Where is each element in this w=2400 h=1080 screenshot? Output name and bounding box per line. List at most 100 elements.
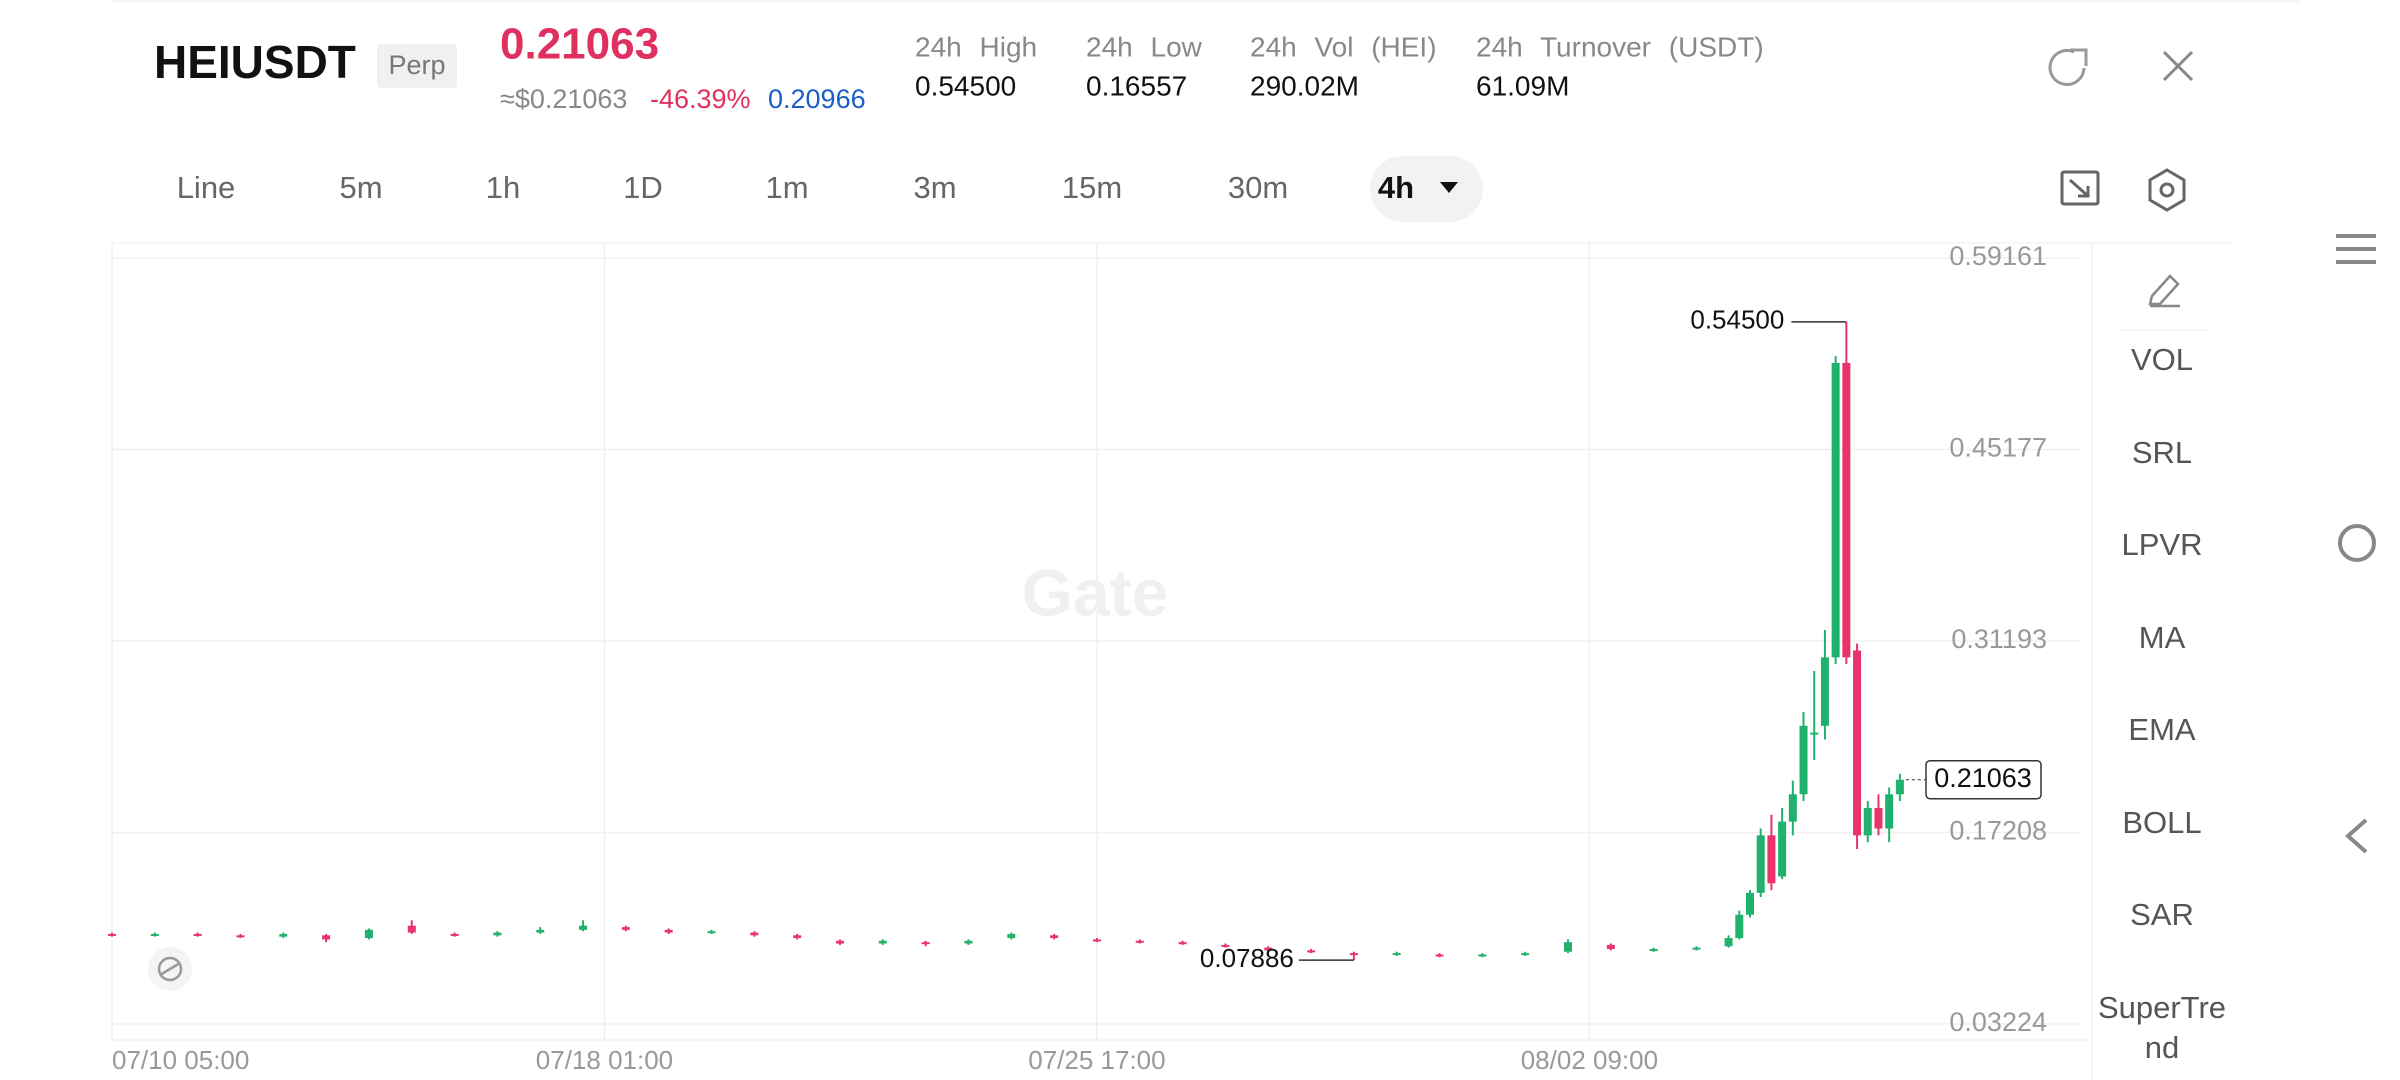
y-tick-label: 0.59161 bbox=[1949, 241, 2047, 271]
candle-body bbox=[1392, 953, 1401, 956]
active-tab-bg bbox=[1370, 156, 1483, 222]
indicator-panel: VOL SRL LPVR MA EMA BOLL SAR SuperTrend bbox=[2096, 340, 2228, 1068]
last-price-label: 0.21063 bbox=[1934, 763, 2032, 793]
candle-body bbox=[1874, 807, 1883, 829]
y-tick-label: 0.17208 bbox=[1949, 816, 2047, 846]
indicator[interactable]: MA bbox=[2138, 619, 2186, 655]
candle-body bbox=[1007, 933, 1016, 939]
candle-body bbox=[536, 929, 545, 933]
x-tick-label: 08/02 09:00 bbox=[1521, 1045, 1658, 1075]
candle-body bbox=[579, 925, 588, 930]
candle-body bbox=[407, 925, 416, 933]
indicator[interactable]: EMA bbox=[2128, 712, 2196, 747]
candle-body bbox=[1820, 657, 1829, 726]
candle-body bbox=[1307, 950, 1316, 953]
candle-body bbox=[1885, 794, 1894, 829]
candle-body bbox=[1135, 940, 1144, 943]
home-icon[interactable] bbox=[2338, 524, 2376, 562]
candle-body bbox=[1724, 938, 1733, 947]
close-icon[interactable] bbox=[2162, 50, 2194, 82]
candle-body bbox=[1756, 835, 1765, 893]
logo-badge[interactable] bbox=[148, 947, 192, 991]
candle-body bbox=[1349, 953, 1358, 956]
stat-label: 24h Vol (HEI) bbox=[1250, 31, 1437, 62]
candle-body bbox=[450, 933, 459, 936]
candle-body bbox=[750, 932, 759, 936]
stat-label: 24h Low bbox=[1086, 31, 1203, 62]
badge-bg bbox=[377, 44, 457, 88]
candle-body bbox=[1649, 949, 1658, 952]
candle-body bbox=[322, 935, 331, 940]
candle-body bbox=[878, 940, 887, 944]
indicator[interactable]: LPVR bbox=[2121, 527, 2203, 562]
candle-body bbox=[150, 933, 159, 936]
back-icon[interactable] bbox=[2344, 818, 2368, 854]
candle-body bbox=[108, 933, 116, 936]
candle-body bbox=[664, 929, 673, 933]
candle-body bbox=[1778, 821, 1787, 877]
candle-body bbox=[1606, 944, 1615, 950]
approx-price: ≈$0.21063 bbox=[500, 84, 627, 114]
candle-body bbox=[1564, 942, 1572, 952]
candle-body bbox=[836, 940, 844, 944]
candle-body bbox=[1810, 732, 1819, 735]
indicator[interactable]: SuperTrend bbox=[2097, 989, 2227, 1065]
candle-body bbox=[1221, 944, 1230, 947]
timeframe-tab[interactable]: 1D bbox=[623, 170, 663, 205]
symbol: HEIUSDT bbox=[154, 36, 356, 88]
candle-body bbox=[1521, 953, 1530, 956]
timeframe-tab[interactable]: 5m bbox=[339, 170, 382, 205]
chart-mode-icon[interactable] bbox=[2060, 170, 2100, 206]
stat-value: 0.54500 bbox=[915, 70, 1016, 101]
candle-body bbox=[1799, 725, 1808, 795]
timeframe-tab[interactable]: 30m bbox=[1228, 170, 1288, 205]
y-tick-label: 0.45177 bbox=[1949, 433, 2047, 463]
candle-body bbox=[1478, 954, 1487, 957]
timeframe-tab[interactable]: 1m bbox=[765, 170, 808, 205]
draw-icon[interactable] bbox=[2148, 274, 2180, 308]
candle-body bbox=[493, 932, 502, 936]
candle-body bbox=[1831, 362, 1840, 658]
y-tick-label: 0.31193 bbox=[1951, 624, 2047, 654]
candle-body bbox=[621, 927, 630, 930]
menu-icon[interactable] bbox=[2336, 234, 2376, 264]
candle-body bbox=[1746, 892, 1754, 915]
candle-body bbox=[1853, 650, 1862, 836]
timeframe-tab[interactable]: 1h bbox=[486, 170, 520, 205]
last-price-box bbox=[1925, 759, 2042, 800]
stat-label: 24h High bbox=[915, 31, 1037, 62]
candle-body bbox=[1842, 362, 1851, 658]
candle-body bbox=[1895, 779, 1904, 795]
candle-body bbox=[1435, 954, 1444, 957]
stat-label: 24h Turnover (USDT) bbox=[1476, 31, 1764, 62]
candle-body bbox=[364, 929, 373, 939]
last-price: 0.21063 bbox=[500, 20, 659, 69]
candle-body bbox=[279, 933, 288, 937]
candle-body bbox=[1092, 939, 1101, 942]
indicator[interactable]: BOLL bbox=[2122, 804, 2202, 840]
timeframe-tab[interactable]: Line bbox=[177, 170, 236, 205]
candle-body bbox=[193, 933, 202, 936]
indicator[interactable]: SRL bbox=[2131, 434, 2193, 470]
candle-body bbox=[964, 940, 973, 944]
timeframe-tab[interactable]: 3m bbox=[913, 170, 956, 205]
candle-body bbox=[1264, 947, 1273, 951]
timeframe-tab[interactable]: 15m bbox=[1062, 170, 1122, 205]
stat-value: 290.02M bbox=[1250, 70, 1359, 101]
candle-body bbox=[1735, 914, 1744, 939]
candle-body bbox=[1767, 835, 1776, 884]
indicator[interactable]: VOL bbox=[2130, 342, 2194, 377]
indicator[interactable]: SAR bbox=[2130, 897, 2194, 932]
candle-body bbox=[707, 931, 716, 934]
refresh-icon[interactable] bbox=[2048, 48, 2088, 86]
indicator-list: VOL SRL LPVR MA EMA BOLL SAR SuperTrend bbox=[2096, 340, 2228, 1068]
x-tick-label: 07/25 17:00 bbox=[1028, 1045, 1165, 1075]
y-tick-label: 0.03224 bbox=[1949, 1007, 2047, 1037]
candle-body bbox=[793, 935, 802, 939]
watermark: Gate bbox=[1022, 555, 1169, 629]
settings-icon[interactable] bbox=[2148, 168, 2186, 212]
timeframe-tab[interactable]: 4h bbox=[1378, 170, 1414, 205]
tab-caret bbox=[1440, 182, 1458, 193]
